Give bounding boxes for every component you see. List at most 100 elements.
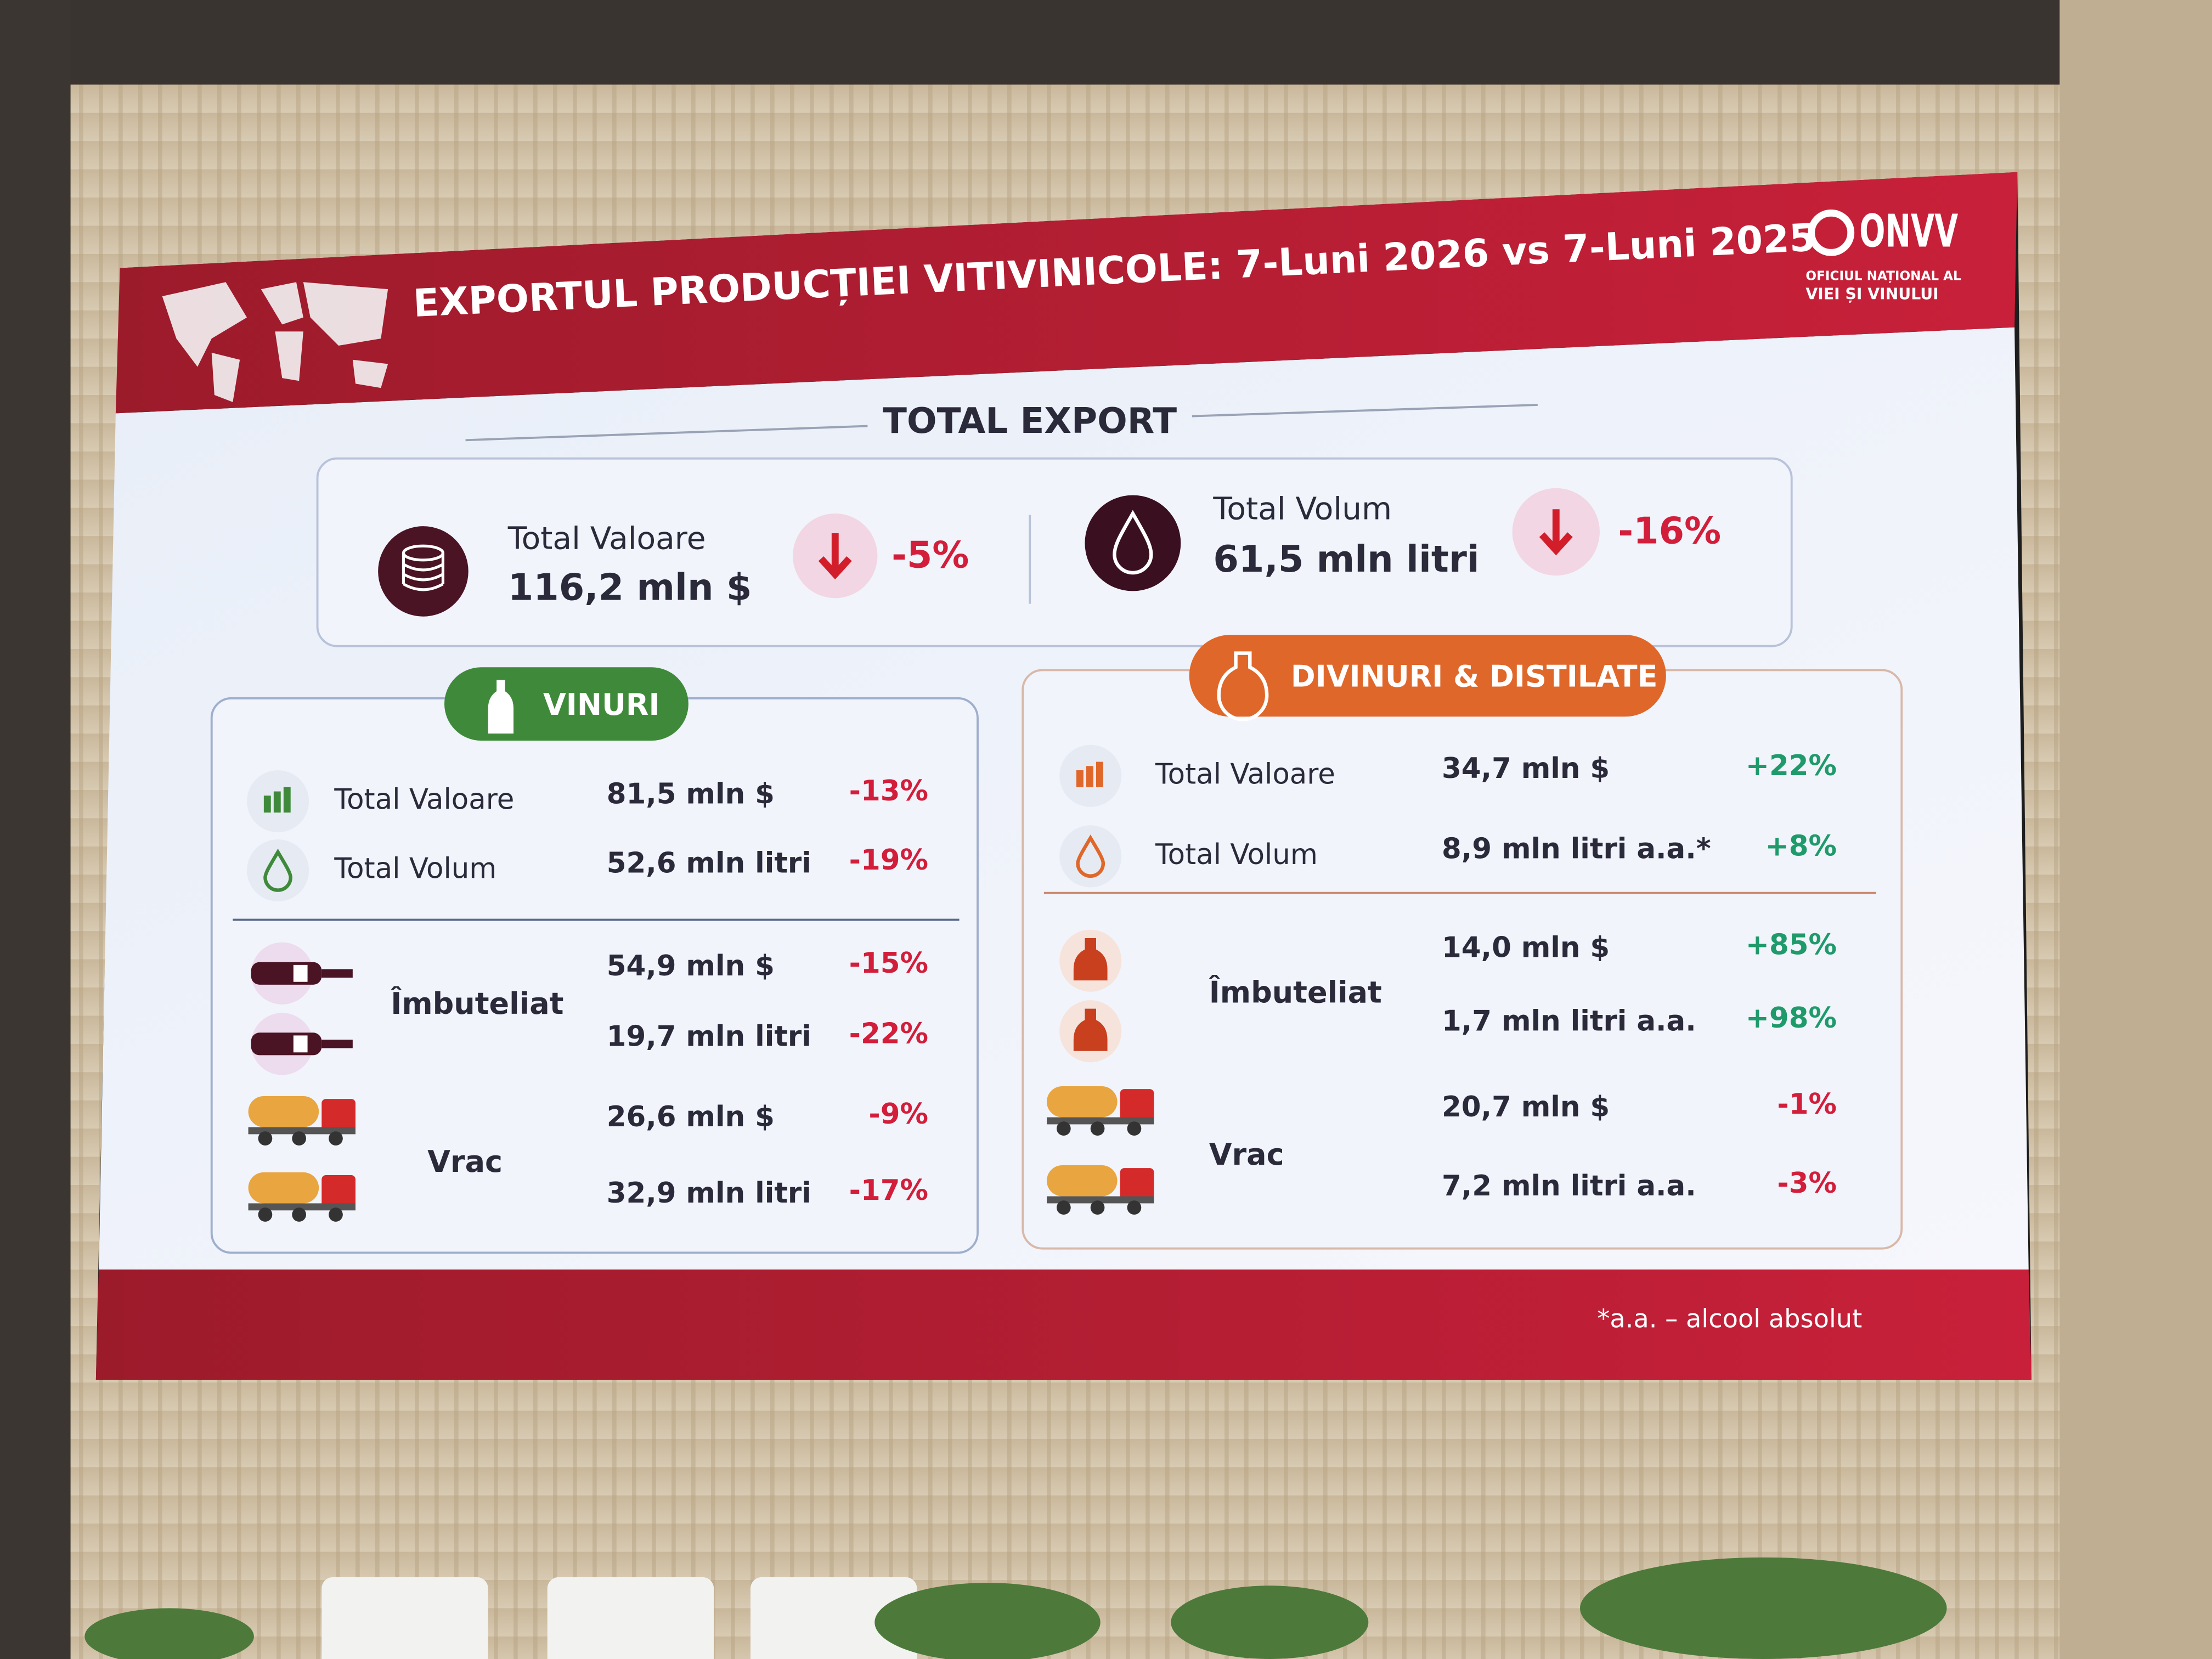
ceiling bbox=[0, 0, 2212, 85]
cognac-icon bbox=[1217, 651, 1269, 721]
group-label: Vrac bbox=[427, 1144, 503, 1179]
cab bbox=[1120, 1168, 1154, 1202]
row-value: 14,0 mln $ bbox=[1442, 932, 1610, 964]
divinuri-pill bbox=[1189, 635, 1666, 717]
flask bbox=[1073, 1008, 1108, 1051]
icon-bg bbox=[1059, 825, 1122, 888]
row-value: 34,7 mln $ bbox=[1442, 752, 1610, 785]
footer-band bbox=[95, 1269, 2032, 1380]
right-pillar bbox=[2059, 0, 2212, 1659]
row-label: Total Volum bbox=[1155, 838, 1318, 871]
label bbox=[293, 964, 308, 982]
group-label: Îmbuteliat bbox=[391, 986, 563, 1021]
kpi-change: -16% bbox=[1618, 510, 1721, 552]
wheel bbox=[1057, 1200, 1071, 1215]
chassis bbox=[1047, 1117, 1154, 1125]
row-value: 81,5 mln $ bbox=[607, 777, 775, 810]
neck bbox=[321, 1040, 353, 1048]
logo-subtitle: OFICIUL NAȚIONAL AL bbox=[1805, 269, 1961, 284]
cognac-bottle-icon bbox=[1059, 1000, 1122, 1063]
row-label: Total Volum bbox=[334, 853, 496, 885]
arrow-icons bbox=[793, 488, 1600, 599]
world-map-icon bbox=[162, 282, 388, 402]
row-change: +22% bbox=[1746, 749, 1837, 782]
chassis bbox=[248, 1203, 356, 1211]
row-change: -3% bbox=[1777, 1167, 1837, 1200]
kpi-change: -5% bbox=[891, 533, 969, 576]
row-change: +8% bbox=[1765, 830, 1837, 862]
kpi-label: Total Valoare bbox=[507, 520, 706, 556]
flask bbox=[1073, 938, 1108, 981]
tank bbox=[248, 1172, 319, 1204]
coins-icon bbox=[378, 526, 469, 617]
wheel bbox=[292, 1131, 306, 1146]
bar-icon bbox=[1086, 766, 1093, 787]
bottle bbox=[251, 1032, 322, 1056]
row-change: -22% bbox=[849, 1017, 928, 1050]
pill-label: DIVINURI & DISTILATE bbox=[1291, 659, 1658, 693]
neck bbox=[321, 969, 353, 978]
wine-bottle-icon bbox=[488, 680, 514, 734]
logo: ONVV OFICIUL NAȚIONAL AL VIEI ȘI VINULUI bbox=[1805, 205, 1961, 303]
chairs bbox=[321, 1577, 917, 1659]
plants bbox=[84, 1557, 1947, 1659]
row-change: -17% bbox=[849, 1174, 928, 1207]
row-change: -1% bbox=[1777, 1088, 1837, 1121]
row-value: 52,6 mln litri bbox=[607, 847, 811, 879]
row-change: -9% bbox=[868, 1098, 928, 1131]
tank bbox=[1047, 1165, 1118, 1197]
tanker-truck-icon bbox=[1047, 1165, 1154, 1215]
footnote: *a.a. – alcool absolut bbox=[1597, 1304, 1862, 1333]
logo-text: ONVV bbox=[1859, 205, 1958, 257]
wheel bbox=[292, 1207, 306, 1222]
cab bbox=[321, 1175, 356, 1209]
tank bbox=[248, 1096, 319, 1127]
wheel bbox=[258, 1207, 273, 1222]
drop-icon bbox=[1085, 495, 1181, 591]
bar-icon bbox=[283, 787, 291, 813]
divider bbox=[1192, 404, 1538, 417]
header-band bbox=[115, 172, 2018, 414]
total-box bbox=[316, 457, 1793, 647]
row-value: 7,2 mln litri a.a. bbox=[1442, 1170, 1696, 1203]
label bbox=[293, 1035, 308, 1053]
drop-icon bbox=[1076, 834, 1105, 878]
divider bbox=[465, 425, 868, 442]
drop-icon bbox=[263, 848, 292, 892]
tanker-truck-icon bbox=[248, 1172, 356, 1222]
kpi-value: 61,5 mln litri bbox=[1213, 538, 1479, 580]
row-change: -15% bbox=[849, 947, 928, 980]
wheel bbox=[1127, 1200, 1142, 1215]
tank bbox=[1047, 1086, 1118, 1118]
kpi-label: Total Volum bbox=[1212, 490, 1392, 527]
group-label: Vrac bbox=[1209, 1137, 1284, 1172]
cab bbox=[321, 1099, 356, 1133]
bar-icon bbox=[1096, 761, 1103, 787]
row-value: 54,9 mln $ bbox=[607, 950, 775, 983]
wheel bbox=[329, 1207, 343, 1222]
wheel bbox=[1090, 1121, 1105, 1136]
bottle-icon bbox=[251, 942, 353, 1005]
chassis bbox=[1047, 1196, 1154, 1204]
row-value: 8,9 mln litri a.a.* bbox=[1442, 833, 1711, 866]
chassis bbox=[248, 1127, 356, 1135]
cab bbox=[1120, 1089, 1154, 1123]
bar-icon bbox=[263, 795, 271, 813]
row-label: Total Valoare bbox=[334, 783, 514, 816]
bottle bbox=[251, 962, 322, 985]
bottle-icon bbox=[251, 1013, 353, 1075]
row-change: +98% bbox=[1746, 1002, 1837, 1035]
row-change: +85% bbox=[1746, 928, 1837, 961]
wheel bbox=[1127, 1121, 1142, 1136]
row-value: 1,7 mln litri a.a. bbox=[1442, 1005, 1696, 1037]
logo-subtitle: VIEI ȘI VINULUI bbox=[1805, 285, 1938, 303]
wheel bbox=[258, 1131, 273, 1146]
bar-icon bbox=[1076, 770, 1084, 787]
bar-icon bbox=[273, 791, 281, 813]
row-value: 32,9 mln litri bbox=[607, 1177, 811, 1210]
tanker-truck-icon bbox=[1047, 1086, 1154, 1136]
tanker-truck-icon bbox=[248, 1096, 356, 1146]
row-value: 26,6 mln $ bbox=[607, 1101, 775, 1133]
